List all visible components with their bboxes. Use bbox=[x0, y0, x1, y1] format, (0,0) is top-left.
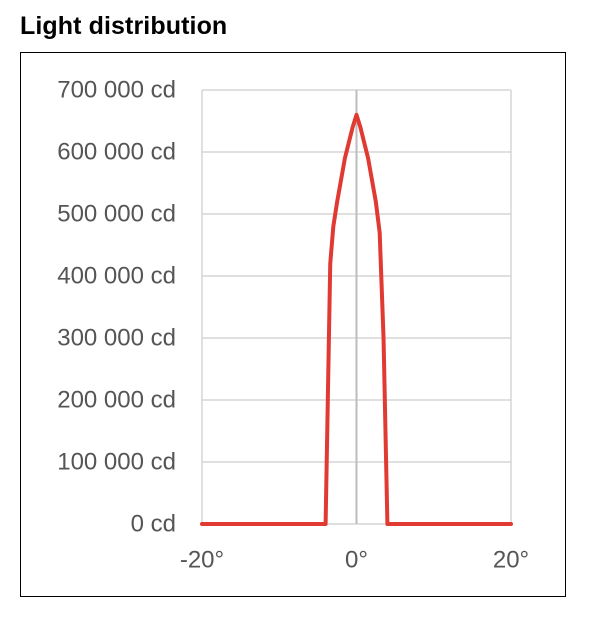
chart-frame bbox=[20, 52, 566, 597]
series-line bbox=[200, 112, 513, 526]
x-tick-label: 20° bbox=[493, 547, 529, 574]
y-tick-label: 500 000 cd bbox=[57, 201, 176, 228]
y-tick-label: 300 000 cd bbox=[57, 325, 176, 352]
x-tick-label: 0° bbox=[345, 547, 368, 574]
y-tick-label: 0 cd bbox=[131, 511, 176, 538]
grid bbox=[201, 89, 512, 525]
x-tick-label: -20° bbox=[180, 547, 224, 574]
y-tick-label: 100 000 cd bbox=[57, 449, 176, 476]
x-axis-labels: -20° 0° 20° bbox=[180, 547, 529, 574]
y-tick-label: 700 000 cd bbox=[57, 77, 176, 104]
chart-title: Light distribution bbox=[20, 12, 228, 40]
y-tick-label: 400 000 cd bbox=[57, 263, 176, 290]
y-axis-labels: 0 cd 100 000 cd 200 000 cd 300 000 cd 400 00… bbox=[57, 77, 176, 538]
y-tick-label: 200 000 cd bbox=[57, 387, 176, 414]
y-tick-label: 600 000 cd bbox=[57, 139, 176, 166]
series bbox=[200, 112, 513, 526]
